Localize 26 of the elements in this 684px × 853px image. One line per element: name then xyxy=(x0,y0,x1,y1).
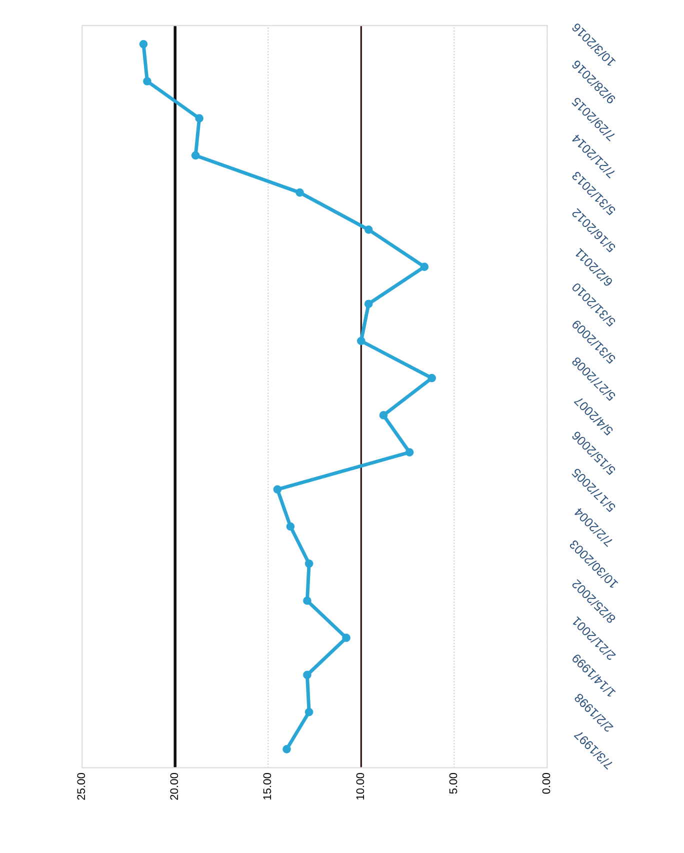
point xyxy=(342,634,350,642)
point xyxy=(191,151,200,160)
point xyxy=(143,77,152,86)
x-tick-label: 5.00 xyxy=(449,772,458,794)
point xyxy=(303,670,312,680)
x-tick-label: 10.00 xyxy=(356,772,364,800)
point xyxy=(303,596,312,605)
point xyxy=(282,744,291,754)
point xyxy=(428,374,436,382)
point xyxy=(296,188,304,197)
point xyxy=(379,411,388,420)
point xyxy=(356,336,366,346)
point xyxy=(139,40,148,48)
point xyxy=(405,448,414,456)
x-tick-label: 15.00 xyxy=(263,772,272,800)
point xyxy=(195,114,204,123)
point xyxy=(286,522,295,531)
point xyxy=(364,226,373,234)
x-tick-label: 25.00 xyxy=(77,772,86,800)
point xyxy=(273,485,282,494)
point xyxy=(420,262,429,271)
point xyxy=(304,559,314,568)
x-tick-label: 0.00 xyxy=(542,772,550,794)
point xyxy=(304,708,314,716)
point xyxy=(364,300,373,308)
x-tick-label: 20.00 xyxy=(170,772,178,800)
